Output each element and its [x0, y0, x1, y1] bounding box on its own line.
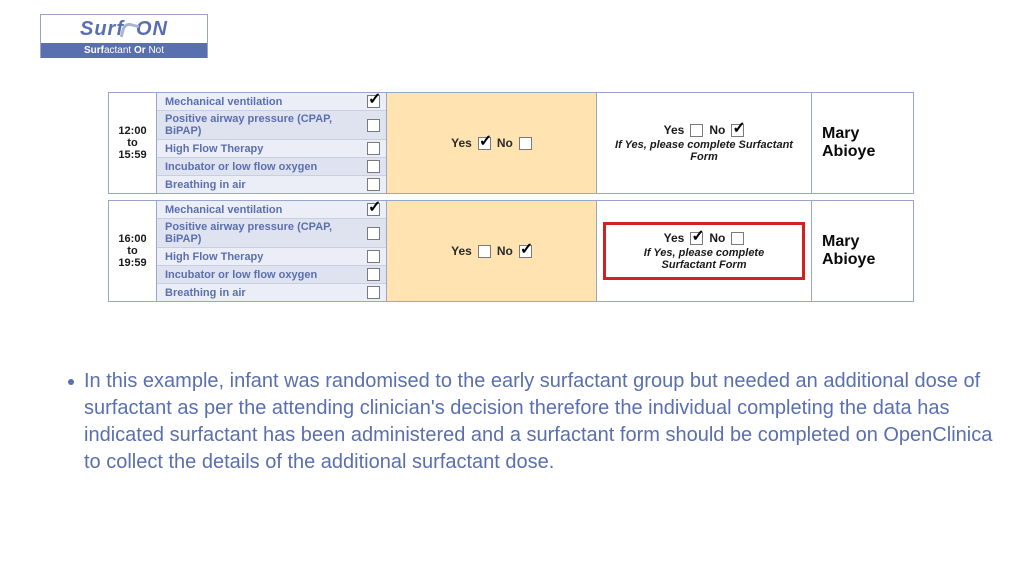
ventilation-checkbox[interactable] — [367, 286, 380, 299]
logo-sub-t1: actant — [104, 45, 134, 56]
ventilation-item: Incubator or low flow oxygen — [157, 158, 386, 176]
time-to-word: to — [127, 245, 137, 257]
surf-no-label: No — [709, 231, 725, 245]
ventilation-label: High Flow Therapy — [165, 143, 263, 155]
ventilation-checkbox[interactable] — [367, 227, 380, 240]
yes-checkbox[interactable] — [478, 245, 491, 258]
surfactant-inner: Yes No If Yes, please complete Surfactant… — [603, 117, 805, 169]
yes-no-cell: Yes No — [387, 201, 597, 301]
ventilation-label: Incubator or low flow oxygen — [165, 161, 317, 173]
surf-yes-label: Yes — [664, 123, 685, 137]
logo-sub-t2: Not — [148, 45, 164, 56]
ventilation-label: Breathing in air — [165, 287, 246, 299]
ventilation-checkbox[interactable] — [367, 142, 380, 155]
ventilation-checkbox[interactable] — [367, 203, 380, 216]
bullet-dot-icon — [68, 379, 74, 385]
time-from: 12:00 — [118, 125, 146, 137]
ventilation-checkbox[interactable] — [367, 160, 380, 173]
surf-yes-checkbox[interactable] — [690, 124, 703, 137]
time-from: 16:00 — [118, 233, 146, 245]
time-to: 19:59 — [118, 257, 146, 269]
surf-yes-checkbox[interactable] — [690, 232, 703, 245]
ventilation-options: Mechanical ventilation Positive airway pr… — [157, 201, 387, 301]
ventilation-label: Incubator or low flow oxygen — [165, 269, 317, 281]
ventilation-checkbox[interactable] — [367, 268, 380, 281]
ventilation-label: Positive airway pressure (CPAP, BiPAP) — [165, 221, 367, 245]
ventilation-checkbox[interactable] — [367, 178, 380, 191]
yes-label: Yes — [451, 244, 472, 258]
time-to: 15:59 — [118, 149, 146, 161]
name-last: Abioye — [822, 251, 875, 269]
surfactant-cell: Yes No If Yes, please complete Surfactant… — [597, 201, 812, 301]
explanatory-paragraph: In this example, infant was randomised t… — [60, 368, 994, 476]
time-range: 12:00to15:59 — [109, 93, 157, 193]
logo-text-surf: Surf — [80, 18, 124, 41]
ventilation-item: Mechanical ventilation — [157, 201, 386, 219]
ventilation-label: Mechanical ventilation — [165, 204, 282, 216]
logo-sub-b2: Or — [134, 45, 148, 56]
surfactant-cell: Yes No If Yes, please complete Surfactant… — [597, 93, 812, 193]
logo-sub-b1: Surf — [84, 45, 104, 56]
form-table: 12:00to15:59Mechanical ventilationPositi… — [108, 92, 914, 308]
ventilation-item: High Flow Therapy — [157, 248, 386, 266]
no-label: No — [497, 244, 513, 258]
no-label: No — [497, 136, 513, 150]
name-first: Mary — [822, 125, 875, 143]
table-row: 12:00to15:59 Mechanical ventilation Positi… — [108, 92, 914, 194]
ventilation-checkbox[interactable] — [367, 95, 380, 108]
ventilation-options: Mechanical ventilation Positive airway pr… — [157, 93, 387, 193]
ventilation-checkbox[interactable] — [367, 250, 380, 263]
surf-yes-label: Yes — [664, 231, 685, 245]
ventilation-item: Breathing in air — [157, 284, 386, 301]
logo-top: Surf ON — [41, 15, 207, 43]
paragraph-text: In this example, infant was randomised t… — [84, 370, 992, 473]
time-to-word: to — [127, 137, 137, 149]
yes-checkbox[interactable] — [478, 137, 491, 150]
yes-no-cell: Yes No — [387, 93, 597, 193]
ventilation-label: Breathing in air — [165, 179, 246, 191]
ventilation-item: Mechanical ventilation — [157, 93, 386, 111]
logo-text-on: ON — [136, 18, 168, 41]
surf-no-label: No — [709, 123, 725, 137]
surf-note: If Yes, please complete Surfactant Form — [613, 139, 795, 163]
clinician-name: MaryAbioye — [812, 201, 913, 301]
surf-note: If Yes, please complete Surfactant Form — [616, 247, 792, 271]
ventilation-label: High Flow Therapy — [165, 251, 263, 263]
surf-no-checkbox[interactable] — [731, 124, 744, 137]
time-range: 16:00to19:59 — [109, 201, 157, 301]
surfon-logo: Surf ON Surfactant Or Not — [40, 14, 208, 58]
yes-label: Yes — [451, 136, 472, 150]
name-first: Mary — [822, 233, 875, 251]
surf-no-checkbox[interactable] — [731, 232, 744, 245]
ventilation-label: Positive airway pressure (CPAP, BiPAP) — [165, 113, 367, 137]
name-last: Abioye — [822, 143, 875, 161]
surfactant-inner: Yes No If Yes, please complete Surfactant… — [603, 222, 805, 280]
ventilation-item: Positive airway pressure (CPAP, BiPAP) — [157, 219, 386, 248]
clinician-name: MaryAbioye — [812, 93, 913, 193]
no-checkbox[interactable] — [519, 137, 532, 150]
ventilation-item: Incubator or low flow oxygen — [157, 266, 386, 284]
ventilation-item: High Flow Therapy — [157, 140, 386, 158]
ventilation-item: Breathing in air — [157, 176, 386, 193]
no-checkbox[interactable] — [519, 245, 532, 258]
ventilation-checkbox[interactable] — [367, 119, 380, 132]
table-row: 16:00to19:59 Mechanical ventilation Positi… — [108, 200, 914, 302]
ventilation-label: Mechanical ventilation — [165, 96, 282, 108]
ventilation-item: Positive airway pressure (CPAP, BiPAP) — [157, 111, 386, 140]
logo-subtitle: Surfactant Or Not — [41, 43, 207, 58]
